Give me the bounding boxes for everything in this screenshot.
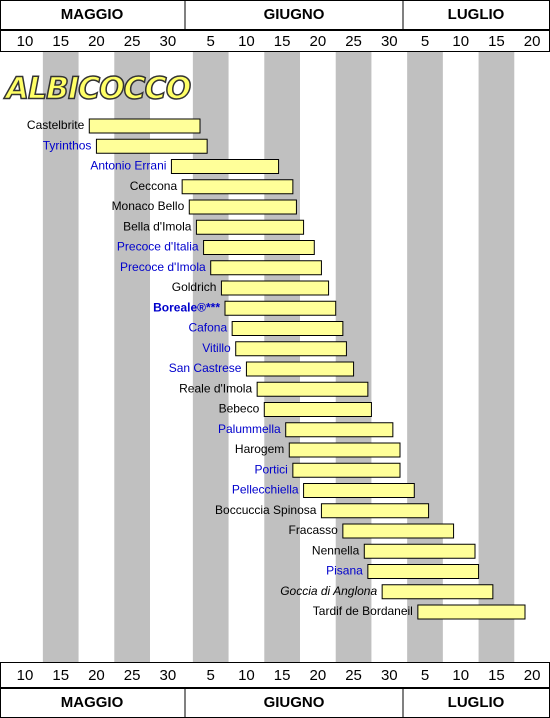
grid-band — [407, 52, 443, 662]
x-tick-label: 20 — [524, 33, 541, 50]
task-label: Goccia di Anglona — [280, 584, 377, 598]
bar — [220, 280, 330, 296]
x-tick-label: 5 — [207, 667, 215, 684]
month-label: GIUGNO — [264, 694, 325, 711]
x-tick-label: 20 — [524, 667, 541, 684]
grid-band — [478, 52, 515, 662]
bar — [245, 361, 355, 377]
bar — [292, 462, 401, 478]
task-label: Reale d'Imola — [179, 381, 252, 395]
task-label: Vitillo — [202, 341, 231, 355]
x-tick-label: 20 — [88, 667, 105, 684]
bar — [88, 118, 201, 134]
bar — [367, 564, 480, 579]
grid-band — [264, 52, 300, 662]
task-label: Goldrich — [172, 280, 217, 294]
x-tick-label: 10 — [17, 667, 34, 684]
bar — [320, 503, 430, 519]
bar — [188, 199, 297, 215]
x-tick-label: 5 — [421, 33, 429, 50]
grid-band — [42, 52, 79, 662]
x-tick-label: 10 — [17, 33, 34, 50]
x-tick-label: 15 — [274, 33, 291, 50]
task-label: Ceccona — [130, 179, 178, 193]
task-label: San Castrese — [169, 361, 242, 375]
task-label: Boreale®*** — [153, 300, 220, 314]
chart-title: ALBICOCCO — [4, 72, 191, 107]
x-tick-label: 25 — [124, 667, 141, 684]
month-label: MAGGIO — [61, 694, 124, 711]
x-tick-label: 5 — [421, 667, 429, 684]
x-tick-label: 15 — [52, 33, 69, 50]
bar — [170, 159, 280, 174]
bar — [95, 138, 208, 154]
bar — [224, 300, 337, 316]
bar — [203, 240, 315, 255]
bar — [417, 604, 526, 620]
x-tick-label: 30 — [160, 667, 177, 684]
task-label: Tyrinthos — [43, 138, 92, 152]
month-label: MAGGIO — [61, 6, 124, 23]
bar — [381, 584, 494, 600]
bar — [256, 381, 369, 397]
x-tick-label: 20 — [310, 667, 327, 684]
grid-band — [335, 52, 372, 662]
x-tick-label: 15 — [52, 667, 69, 684]
bar — [181, 179, 294, 195]
task-label: Bebeco — [219, 402, 260, 416]
task-label: Monaco Bello — [112, 199, 185, 213]
x-tick-label: 30 — [160, 33, 177, 50]
task-label: Nennella — [312, 543, 360, 557]
x-tick-label: 15 — [488, 33, 505, 50]
bar — [303, 483, 415, 498]
x-tick-label: 25 — [345, 33, 362, 50]
task-label: Pisana — [326, 564, 363, 578]
task-label: Palummella — [218, 422, 281, 436]
bar — [195, 219, 305, 235]
x-tick-label: 20 — [310, 33, 327, 50]
x-tick-label: 25 — [124, 33, 141, 50]
bar — [285, 422, 394, 438]
bar — [235, 341, 347, 357]
task-label: Cafona — [188, 321, 227, 335]
x-tick-label: 15 — [488, 667, 505, 684]
bar — [231, 321, 344, 336]
task-label: Bella d'Imola — [123, 219, 192, 233]
task-label: Portici — [255, 462, 288, 476]
task-label: Fracasso — [288, 523, 338, 537]
task-label: Castelbrite — [27, 118, 85, 132]
bar — [363, 543, 476, 559]
x-tick-label: 20 — [88, 33, 105, 50]
month-label: LUGLIO — [448, 694, 505, 711]
bar — [288, 442, 401, 458]
task-label: Precoce d'Italia — [117, 240, 199, 254]
bar — [263, 402, 372, 417]
bar — [210, 260, 322, 276]
task-label: Pellecchiella — [232, 483, 299, 497]
month-label: GIUGNO — [264, 6, 325, 23]
task-label: Antonio Errani — [90, 159, 166, 173]
x-tick-label: 25 — [345, 667, 362, 684]
task-label: Harogem — [235, 442, 284, 456]
x-tick-label: 15 — [274, 667, 291, 684]
task-label: Tardif de Bordaneil — [313, 604, 413, 618]
x-tick-label: 10 — [452, 33, 469, 50]
month-label: LUGLIO — [448, 6, 505, 23]
x-tick-label: 30 — [381, 33, 398, 50]
task-label: Boccuccia Spinosa — [215, 503, 317, 517]
task-label: Precoce d'Imola — [120, 260, 206, 274]
x-tick-label: 10 — [238, 667, 255, 684]
x-tick-label: 5 — [207, 33, 215, 50]
x-tick-label: 10 — [452, 667, 469, 684]
x-tick-label: 10 — [238, 33, 255, 50]
bar — [342, 523, 455, 539]
x-tick-label: 30 — [381, 667, 398, 684]
